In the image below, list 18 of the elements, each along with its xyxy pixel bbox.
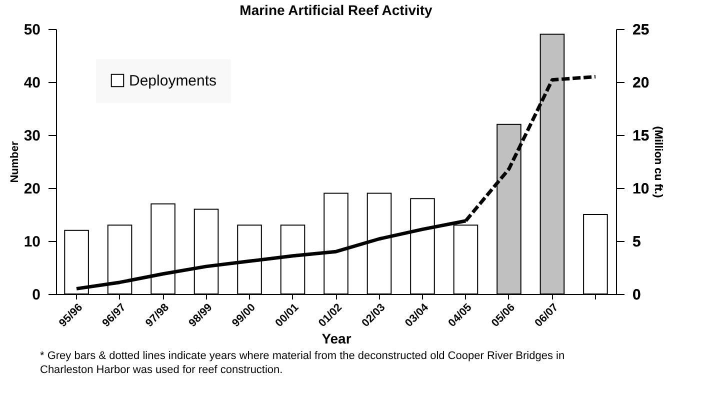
y2-tick-label: 10 bbox=[632, 180, 650, 198]
y-tick-label: 50 bbox=[24, 22, 40, 38]
y-axis-title: Number bbox=[8, 140, 21, 183]
chart-title: Marine Artificial Reef Activity bbox=[240, 2, 433, 18]
x-axis-title: Year bbox=[322, 330, 352, 347]
y-tick-label: 40 bbox=[24, 74, 40, 92]
legend-label: Deployments bbox=[129, 72, 217, 90]
y2-tick-label: 15 bbox=[632, 128, 650, 144]
text: * Grey bars & dotted lines indicate years where material from the deconstructed old Cooper River Bridges in Charleston Harbor was used for reef construction. bbox=[40, 349, 566, 377]
y-tick-label: 30 bbox=[24, 128, 40, 144]
y2-axis-title: (Million cu ft.) bbox=[652, 126, 664, 198]
y2-tick-label: 0 bbox=[632, 286, 641, 304]
y-tick-label: 20 bbox=[24, 180, 40, 198]
y-tick-label: 0 bbox=[32, 286, 40, 304]
y2-tick-label: 20 bbox=[632, 74, 650, 92]
y-tick-label: 10 bbox=[24, 234, 40, 250]
y2-tick-label: 5 bbox=[632, 234, 641, 250]
y2-tick-label: 25 bbox=[632, 22, 650, 38]
